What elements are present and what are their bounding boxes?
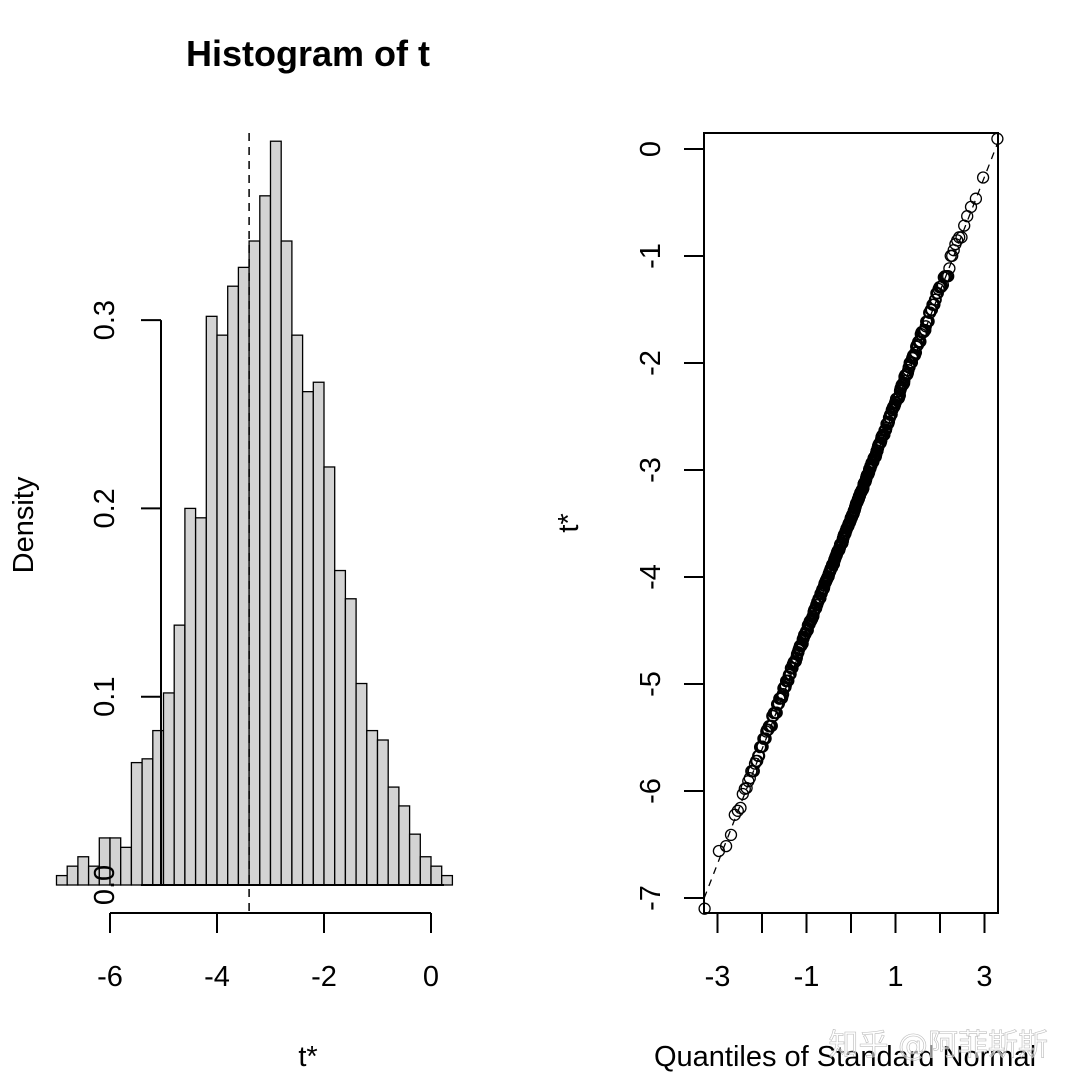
qq-point: [719, 839, 733, 853]
histogram-x-tick-label: -6: [97, 961, 123, 993]
qq-point: [724, 828, 738, 842]
histogram-bar: [77, 856, 90, 886]
histogram-y-tick-label: 0.1: [89, 677, 121, 717]
qq-point: [964, 200, 978, 214]
qq-plot-panel: t* Quantiles of Standard Normal 0-1-2-3-…: [553, 132, 1036, 1073]
histogram-bar: [120, 846, 133, 886]
qq-point: [946, 249, 959, 262]
histogram-y-tick-label: 0.0: [89, 865, 121, 905]
histogram-bar: [130, 761, 143, 886]
qq-y-tick-label: -1: [635, 243, 667, 269]
histogram-x-axis: -6 -4 -2 0: [97, 912, 439, 993]
qq-point: [743, 771, 756, 785]
histogram-bar: [237, 266, 250, 886]
qq-y-tick-label: -6: [635, 778, 667, 804]
histogram-y-tick-label: 0.2: [89, 488, 121, 528]
qq-x-tick-label: -1: [794, 961, 820, 993]
watermark: 知乎 @阿菲斯斯: [828, 1028, 1048, 1063]
histogram-bar: [173, 624, 186, 886]
qq-y-tick-label: 0: [635, 141, 667, 157]
qq-point: [759, 732, 772, 745]
qq-point: [942, 270, 955, 283]
qq-point: [782, 674, 795, 687]
histogram-bar: [430, 865, 443, 886]
qq-point: [991, 132, 1004, 145]
histogram-bar: [344, 598, 357, 886]
qq-y-axis: 0 -1 -2 -3 -4 -5 -6 -7: [635, 141, 705, 911]
histogram-y-label: Density: [8, 476, 40, 573]
qq-point: [976, 171, 990, 184]
histogram-bar: [227, 285, 240, 886]
qq-y-tick-label: -3: [635, 457, 667, 483]
qq-point: [898, 374, 911, 387]
qq-point: [751, 754, 764, 768]
histogram-bar: [194, 517, 207, 886]
histogram-bar: [376, 739, 389, 886]
qq-point: [943, 262, 956, 275]
qq-x-tick-label: 1: [887, 961, 903, 993]
qq-point: [734, 801, 747, 815]
histogram-bar: [301, 391, 314, 886]
qq-point: [969, 192, 983, 205]
qq-point: [698, 902, 711, 915]
qq-x-tick-label: 3: [976, 961, 992, 993]
histogram-bar: [184, 507, 197, 886]
qq-point: [955, 231, 968, 244]
histogram-title: Histogram of t: [186, 33, 430, 74]
histogram-bar: [312, 381, 325, 886]
qq-y-tick-label: -2: [635, 350, 667, 376]
histogram-bar: [419, 856, 432, 886]
qq-y-tick-label: -4: [635, 564, 667, 590]
histogram-y-axis: 0.0 0.1 0.2 0.3: [89, 300, 162, 905]
qq-points: [698, 132, 1004, 915]
qq-point: [765, 719, 778, 733]
histogram-bar: [387, 786, 400, 886]
histogram-bar: [334, 569, 347, 886]
histogram-panel: Histogram of t Density t* 0.0 0.1 0.2 0.3 -…: [8, 33, 454, 1073]
qq-y-tick-label: -7: [635, 885, 667, 911]
histogram-bar: [355, 682, 368, 886]
qq-point: [736, 787, 749, 801]
histogram-bar: [141, 758, 154, 886]
qq-y-tick-label: -5: [635, 671, 667, 697]
qq-x-tick-label: -3: [705, 961, 731, 993]
histogram-bar: [66, 865, 79, 886]
qq-y-label: t*: [553, 513, 585, 532]
qq-x-axis: -3 -1 1 3: [705, 912, 993, 993]
histogram-bar: [323, 466, 336, 886]
qq-point: [919, 323, 932, 337]
histogram-x-tick-label: -2: [311, 961, 337, 993]
qq-point: [756, 740, 769, 753]
histogram-bar: [441, 874, 454, 886]
histogram-x-tick-label: -4: [204, 961, 230, 993]
histogram-bars: [55, 140, 454, 886]
qq-point: [731, 804, 744, 817]
histogram-bar: [216, 334, 229, 886]
histogram-bar: [205, 315, 218, 886]
histogram-bar: [408, 833, 421, 886]
histogram-bar: [248, 240, 261, 886]
histogram-bar: [259, 195, 272, 886]
histogram-bar: [55, 874, 68, 886]
histogram-bar: [162, 692, 175, 886]
qq-point: [922, 315, 935, 328]
histogram-x-label: t*: [298, 1041, 317, 1073]
histogram-bar: [366, 729, 379, 886]
histogram-x-tick-label: 0: [423, 961, 439, 993]
histogram-bar: [269, 140, 282, 886]
qq-point: [770, 706, 783, 719]
histogram-bar: [291, 334, 304, 886]
histogram-bar: [398, 805, 411, 886]
histogram-bar: [280, 240, 293, 886]
qq-point: [776, 688, 790, 701]
qq-x-label: Quantiles of Standard Normal: [654, 1041, 1036, 1073]
histogram-y-tick-label: 0.3: [89, 300, 121, 340]
